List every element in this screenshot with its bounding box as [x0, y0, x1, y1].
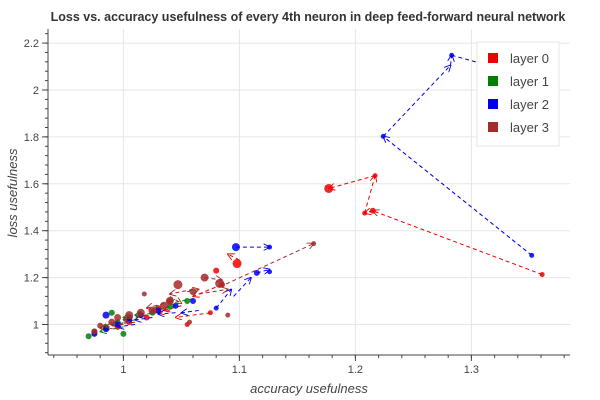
series-3-arrow-6 [170, 288, 194, 294]
series-2-point-5 [253, 269, 260, 276]
series-3-arrow-0 [219, 244, 314, 288]
series-0-point-8 [207, 310, 213, 316]
series-2-point-9 [172, 302, 179, 309]
series-0-point-1 [369, 207, 376, 214]
y-tick-label-0: 1 [33, 320, 39, 332]
legend-label-2: layer 2 [510, 97, 549, 112]
series-2-point-4 [267, 244, 273, 250]
series-2-point-8 [190, 298, 196, 305]
y-tick-label-1: 1.2 [24, 273, 39, 285]
y-tick-label-4: 1.8 [24, 132, 39, 144]
plot-area [85, 52, 545, 340]
series-0-point-12 [143, 314, 150, 321]
legend-swatch-0 [488, 53, 498, 63]
series-3-point-12 [97, 322, 104, 329]
series-2-point-6 [267, 269, 273, 275]
series-1-point-9 [85, 333, 92, 340]
series-2-arrow-10 [135, 317, 153, 319]
legend-label-3: layer 3 [510, 120, 549, 135]
series-3 [91, 241, 317, 335]
series-0-point-4 [324, 183, 334, 193]
series-2-arrow-1 [382, 65, 450, 137]
y-tick-label-5: 2 [33, 85, 39, 97]
series-0-arrow-4 [228, 254, 240, 261]
series-3-point-13 [91, 328, 98, 335]
x-tick-label-0: 1 [120, 364, 126, 376]
series-0-arrow-7 [164, 305, 182, 311]
series-3-arrow-8 [106, 321, 130, 327]
axes: 1 1.1 1.2 1.3 1 1.2 1.4 1.6 1.8 2 2.2 [24, 29, 570, 376]
series-2-point-3 [231, 243, 240, 252]
series-3-point-8 [136, 308, 145, 317]
series-2-point-15 [103, 326, 109, 333]
series-2 [91, 52, 535, 337]
y-tick-label-3: 1.6 [24, 179, 39, 191]
legend-swatch-3 [488, 122, 498, 132]
series-3-point-14 [141, 291, 147, 297]
series-1-point-6 [108, 309, 115, 316]
legend-label-0: layer 0 [510, 51, 549, 66]
series-3-point-6 [160, 301, 168, 310]
series-3-point-0 [311, 241, 317, 247]
series-0-arrow-0 [373, 211, 543, 276]
series-2-arrow-11 [118, 325, 136, 327]
series-0-arrow-2 [364, 176, 375, 214]
series-3-point-10 [114, 313, 122, 321]
series-2-point-10 [155, 307, 162, 314]
series-1-point-0 [184, 298, 191, 305]
series-3-point-9 [125, 311, 134, 320]
series-0-point-3 [372, 173, 378, 179]
series-2-point-2 [449, 52, 455, 58]
series-3-point-1 [215, 278, 225, 288]
x-tick-label-1: 1.1 [232, 364, 247, 376]
series-3-point-7 [148, 306, 157, 315]
series-3-point-5 [189, 288, 197, 296]
series-3-arrow-3 [169, 295, 182, 303]
series-2-point-1 [380, 133, 386, 139]
legend-swatch-1 [488, 76, 498, 86]
series-0-arrow-3 [329, 175, 376, 189]
y-tick-label-2: 1.4 [24, 226, 39, 238]
series-0-point-2 [362, 210, 368, 216]
series-2-point-13 [114, 321, 121, 328]
series-0-point-6 [213, 267, 220, 274]
y-axis-label: loss usefulness [5, 148, 20, 237]
series-3-arrow-2 [187, 289, 199, 291]
series-2-point-0 [529, 252, 535, 258]
series-0-point-0 [539, 272, 545, 278]
legend-label-1: layer 1 [510, 74, 549, 89]
series-2-arrow-8 [181, 310, 199, 312]
series-1-point-10 [120, 330, 127, 337]
series-0-arrow-5 [193, 284, 223, 297]
series-3-point-4 [165, 297, 174, 306]
chart-title: Loss vs. accuracy usefulness of every 4t… [51, 10, 566, 24]
x-axis-label: accuracy usefulness [250, 381, 368, 396]
series-3-point-3 [173, 280, 183, 290]
y-tick-label-6: 2.2 [24, 38, 39, 50]
series-2-arrow-5 [233, 278, 251, 297]
legend-swatch-2 [488, 99, 498, 109]
series-2-arrow-7 [215, 289, 231, 309]
x-tick-label-2: 1.2 [348, 364, 363, 376]
series-2-point-14 [102, 311, 110, 319]
series-0-arrow-6 [176, 312, 211, 318]
series-3-arrow-4 [198, 289, 228, 295]
series-3-point-16 [225, 312, 231, 318]
x-tick-label-3: 1.3 [464, 364, 479, 376]
series-2-point-7 [213, 305, 219, 311]
series-0-point-5 [232, 259, 242, 269]
series-3-point-15 [187, 319, 193, 325]
series-3-point-11 [108, 318, 116, 326]
series-3-point-2 [200, 273, 209, 282]
legend: layer 0 layer 1 layer 2 layer 3 [476, 41, 560, 147]
series-2-arrow-9 [158, 313, 176, 314]
series-1-point-1 [166, 303, 173, 310]
series-2-arrow-0 [383, 136, 533, 256]
